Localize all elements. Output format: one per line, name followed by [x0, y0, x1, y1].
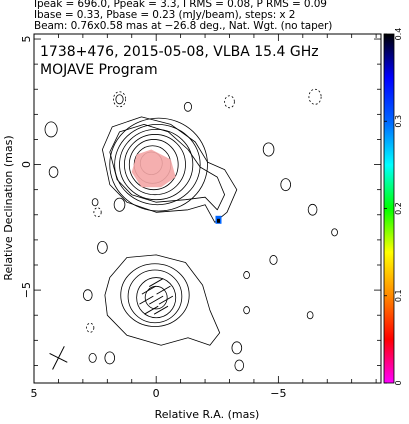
- evpa-tick-0: [149, 278, 164, 287]
- jet-contour-1: [109, 124, 226, 211]
- noise-contour-15: [243, 306, 250, 315]
- noise-contour-11: [269, 255, 278, 265]
- noise-contour-2: [183, 101, 193, 112]
- negative-contour-4: [86, 322, 95, 333]
- lower-contour-0: [144, 285, 168, 310]
- noise-contour-14: [243, 271, 250, 280]
- noise-contour-18: [306, 311, 314, 320]
- header-line-2: Ibase = 0.33, Pbase = 0.23 (mJy/beam), s…: [34, 9, 296, 21]
- noise-contour-10: [307, 203, 318, 216]
- noise-contour-16: [104, 351, 116, 365]
- lower-contour-2: [127, 269, 183, 324]
- evpa-tick-2: [156, 285, 171, 295]
- evpa-tick-3: [139, 295, 154, 305]
- colorbar-tick-label: 0.1: [394, 289, 403, 302]
- lower-contour-1: [136, 277, 177, 319]
- negative-contour-1: [224, 95, 235, 109]
- negative-contour-2: [308, 88, 322, 105]
- noise-contour-8: [262, 142, 275, 157]
- evpa-tick-6: [144, 305, 159, 315]
- plot-frame: [33, 33, 382, 384]
- colorbar-tick-label: 0: [394, 380, 403, 385]
- noise-contour-4: [91, 198, 99, 207]
- noise-contour-7: [48, 166, 59, 178]
- noise-contour-0: [44, 121, 58, 138]
- header-line-1: Ipeak = 696.0, Ppeak = 3.3, I RMS = 0.08…: [34, 0, 327, 10]
- core-contour-6: [109, 117, 208, 212]
- core-contour-3: [124, 134, 186, 196]
- noise-contour-13: [234, 359, 245, 372]
- beam-minor-axis: [49, 352, 68, 363]
- core-contour-2: [128, 139, 179, 191]
- colorbar-tick-label: 0.2: [394, 202, 403, 215]
- negative-contour-0: [113, 91, 127, 108]
- evpa-tick-4: [149, 295, 164, 305]
- core-contour-4: [119, 129, 194, 201]
- plot-subtitle: MOJAVE Program: [40, 62, 158, 78]
- header-line-3: Beam: 0.76x0.58 mas at −26.8 deg., Nat. …: [34, 20, 333, 32]
- evpa-tick-7: [153, 305, 169, 315]
- y-axis-label: Relative Declination (mas): [2, 135, 15, 280]
- colorbar-tick-label: 0.4: [394, 28, 403, 41]
- x-tick-label: 0: [153, 387, 160, 400]
- negative-contour-3: [93, 207, 102, 218]
- y-tick-label: −5: [20, 282, 33, 298]
- contour-layer: [44, 88, 338, 372]
- polarization-layer: [131, 149, 222, 315]
- colorbar-tick-label: 0.3: [394, 115, 403, 128]
- polarized-spot-core: [216, 218, 220, 223]
- evpa-tick-5: [158, 295, 174, 305]
- y-tick-label: 0: [20, 161, 33, 168]
- evpa-tick-1: [141, 285, 157, 295]
- axis-ticks: 5 0 −5 5 0 −5: [20, 34, 381, 400]
- colorbar: 0 0.1 0.2 0.3 0.4: [383, 28, 403, 386]
- x-tick-label: −5: [270, 387, 286, 400]
- noise-contour-12: [231, 341, 243, 355]
- noise-contour-1: [115, 94, 124, 105]
- core-contour-5: [114, 123, 201, 206]
- x-tick-label: 5: [31, 387, 38, 400]
- y-tick-label: 5: [20, 36, 33, 43]
- jet-contour-0: [102, 116, 238, 223]
- lower-contour-3: [120, 263, 190, 327]
- noise-contour-6: [82, 289, 93, 301]
- noise-contour-5: [97, 240, 108, 254]
- noise-contour-19: [331, 228, 338, 237]
- noise-contour-3: [113, 197, 126, 212]
- noise-contour-17: [88, 352, 97, 363]
- polarization-fill: [131, 149, 176, 188]
- plot-title: 1738+476, 2015-05-08, VLBA 15.4 GHz: [40, 44, 319, 60]
- noise-contour-9: [280, 178, 291, 192]
- lower-outer-contour: [104, 254, 221, 346]
- x-axis-label: Relative R.A. (mas): [155, 408, 260, 421]
